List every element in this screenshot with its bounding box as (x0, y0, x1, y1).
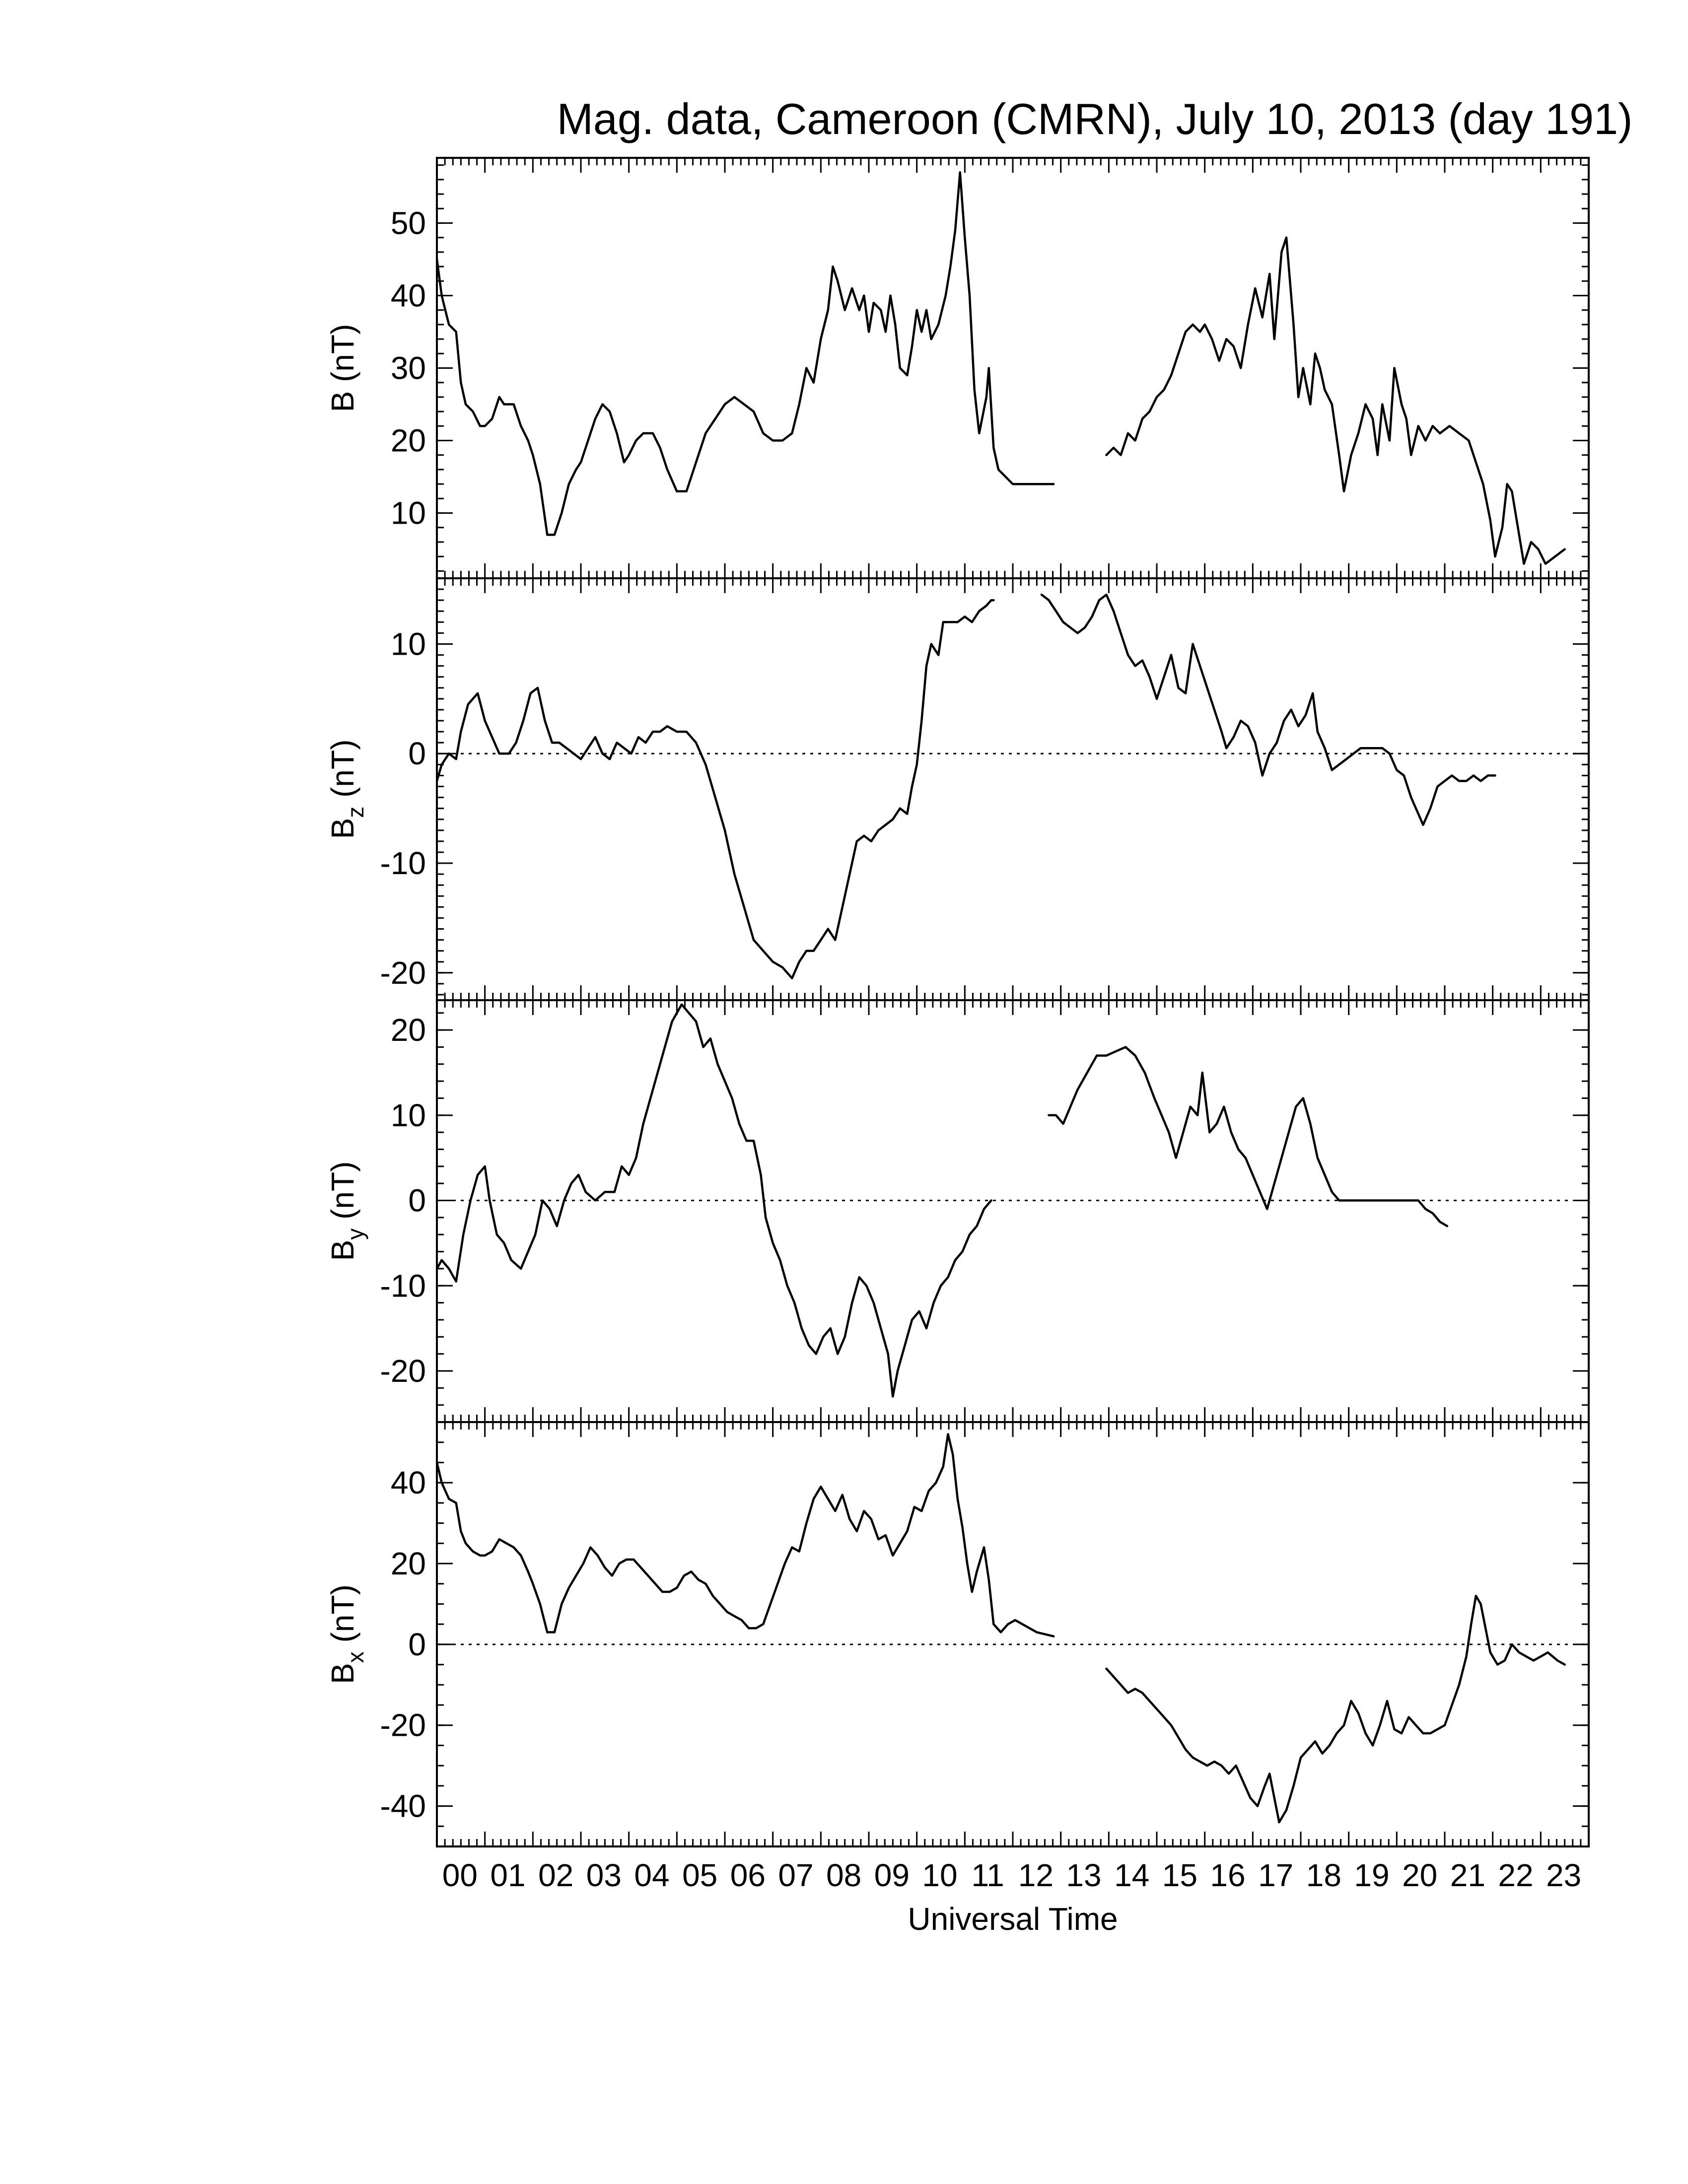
x-tick-label: 06 (730, 1857, 766, 1893)
y-tick-label: -10 (380, 1268, 426, 1303)
x-tick-label: 00 (442, 1857, 478, 1893)
y-tick-label: 40 (391, 277, 426, 313)
x-tick-label: 13 (1066, 1857, 1101, 1893)
panel-frame (436, 999, 1590, 1423)
chart-title: Mag. data, Cameroon (CMRN), July 10, 201… (557, 94, 1633, 143)
y-axis-label-Bz: Bz (nT) (325, 740, 368, 839)
x-tick-label: 18 (1306, 1857, 1341, 1893)
x-tick-label: 16 (1210, 1857, 1245, 1893)
series-Bz-segment-1 (437, 599, 995, 980)
y-tick-label: -20 (380, 1353, 426, 1389)
panel-B: 10 20 30 40 50 B (nT) (325, 157, 1590, 579)
x-tick-label: 11 (971, 1857, 1004, 1893)
x-tick-label: 17 (1258, 1857, 1293, 1893)
y-axis-label-B: B (nT) (325, 324, 360, 412)
x-tick-label: 10 (922, 1857, 957, 1893)
y-tick-label: 20 (391, 1546, 426, 1581)
panel-frame (436, 1421, 1590, 1847)
x-tick-label: 03 (586, 1857, 622, 1893)
x-tick-label: 01 (490, 1857, 525, 1893)
y-tick-label: 10 (391, 495, 426, 531)
x-tick-label: 20 (1402, 1857, 1437, 1893)
series-Bx-segment-2 (1105, 1594, 1566, 1824)
x-tick-label: 15 (1162, 1857, 1197, 1893)
y-tick-label: 20 (391, 1012, 426, 1048)
x-tick-label: 09 (874, 1857, 910, 1893)
y-axis-label-Bx: Bx (nT) (325, 1584, 368, 1684)
series-B-segment-1 (437, 171, 1055, 536)
panel-Bx: -40 -20 0 20 40 Bx (nT) (325, 1421, 1590, 1847)
y-tick-label: -20 (380, 1707, 426, 1743)
y-tick-label: -20 (380, 955, 426, 991)
series-Bx-segment-1 (437, 1433, 1055, 1638)
y-tick-label: 50 (391, 205, 426, 241)
x-tick-label: 04 (634, 1857, 669, 1893)
x-tick-label: 02 (538, 1857, 573, 1893)
x-axis-title: Universal Time (908, 1901, 1118, 1937)
y-tick-label: 40 (391, 1465, 426, 1501)
x-tick-label: 12 (1018, 1857, 1054, 1893)
y-tick-label: 0 (408, 1183, 426, 1219)
series-Bz-segment-2 (1040, 593, 1496, 826)
y-tick-label: 10 (391, 626, 426, 662)
series-By-segment-2 (1048, 1046, 1449, 1228)
x-tick-label: 05 (682, 1857, 717, 1893)
x-tick-label: 19 (1354, 1857, 1389, 1893)
x-tick-label: 21 (1450, 1857, 1485, 1893)
y-tick-label: 30 (391, 350, 426, 386)
y-tick-label: -10 (380, 845, 426, 881)
x-tick-label: 07 (778, 1857, 813, 1893)
series-By-segment-1 (437, 1003, 992, 1398)
x-tick-label: 08 (826, 1857, 861, 1893)
panel-Bz: -20 -10 0 10 Bz (nT) (325, 577, 1590, 1001)
y-tick-label: 20 (391, 423, 426, 459)
y-tick-label: 0 (408, 1627, 426, 1662)
y-tick-label: 0 (408, 736, 426, 771)
y-tick-label: -40 (380, 1788, 426, 1824)
panel-By: -20 -10 0 10 20 By (nT) (325, 999, 1590, 1423)
panel-frame (436, 157, 1590, 579)
x-tick-label: 14 (1114, 1857, 1149, 1893)
x-tick-label: 22 (1498, 1857, 1533, 1893)
series-B-segment-2 (1105, 236, 1566, 565)
y-axis-label-By: By (nT) (325, 1161, 368, 1261)
y-tick-label: 10 (391, 1097, 426, 1133)
x-tick-label: 23 (1546, 1857, 1581, 1893)
panel-frame (436, 577, 1590, 1001)
